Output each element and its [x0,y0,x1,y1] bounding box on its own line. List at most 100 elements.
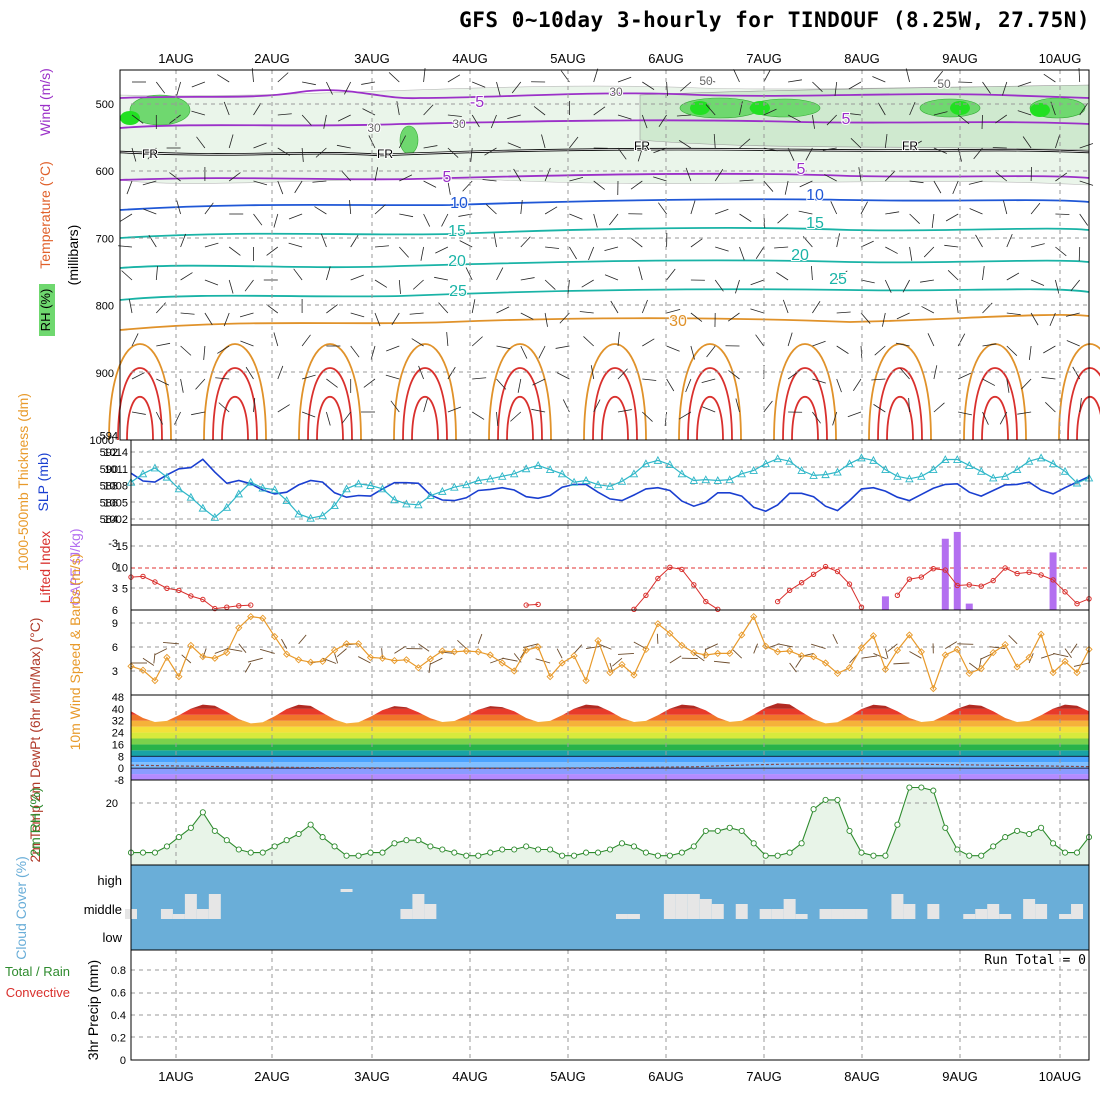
wind10m-barb [704,643,718,651]
wind-barb [927,333,935,347]
wind10m-marker [785,647,794,655]
wind-barb [881,312,886,327]
warm-dome-contour [212,367,258,441]
wind-barb [128,299,133,314]
thickness-tick-label: 586 [100,497,118,509]
wind10m-marker [570,652,578,660]
wind10m-barb [142,657,155,666]
wind-barb [666,308,681,314]
lifted-marker [535,601,541,608]
wind10m-barb [909,651,922,659]
wind-barb [1030,312,1039,326]
wind-barb [1055,172,1068,182]
wind-barb [735,279,740,294]
wind10m-marker [318,657,327,666]
cloud-middle-bar [424,904,437,919]
wind10m-marker [869,632,878,640]
wind-barb [860,279,875,284]
wind10m-barb [884,648,889,659]
cape-bar [965,603,973,610]
temp-band [131,714,1089,721]
warm-dome-contour [298,343,362,441]
slp-tick-label: 1005 [104,497,128,509]
wind10m-barb [394,645,406,654]
wind-barb [398,279,401,294]
cloud-middle-bar [699,899,712,919]
wind-barb [204,279,219,286]
bottom-axis-days: 1AUG 2AUG 3AUG 4AUG 5AUG 6AUG 7AUG 8AUG 9AUG 10AU… [158,1069,1081,1084]
rh-peak-patch [120,111,140,125]
cloud-middle-bar [783,899,796,919]
wind-barb [860,201,868,215]
rh2m-marker [487,849,494,856]
thickness-marker [414,500,423,509]
wind-barb [958,372,972,380]
wind-barb [604,246,619,252]
wind-barb [1022,136,1032,149]
wind-barb [774,246,789,249]
contour-label: 15 [448,223,466,240]
wind-barb [544,312,548,327]
wind10m-barb [490,657,505,664]
day-label-top: 3AUG [354,51,389,66]
wind10m-marker [510,667,518,675]
wind-barb [847,112,862,116]
wind-barb [955,299,959,314]
rh2m-marker [403,837,410,844]
rh2m-marker [786,849,793,856]
thickness-marker [653,455,663,464]
contour-label: 20 [791,247,809,264]
wind-barb [787,332,793,347]
wind10m-barb [429,657,443,665]
day-label-top: 5AUG [550,51,585,66]
wind-barb [847,411,862,418]
thickness-marker [593,480,603,489]
wind-barb [471,411,485,420]
wind-barb [411,338,424,347]
lifted-marker [1038,572,1044,578]
wind-barb [462,180,473,192]
wind-barb [496,345,511,350]
wind-barb [678,411,692,420]
wind-barb [228,172,241,182]
temp-band [131,738,1089,745]
wind-barb [336,144,351,149]
lifted-marker [643,592,649,598]
wind-barb [204,312,213,326]
wind10m-barb [1070,643,1078,654]
precip-legend-convective: Convective [6,985,70,1000]
wind10m-marker [1061,657,1069,666]
wind10m-marker [354,640,363,648]
rh2m-marker [391,840,398,847]
wind-barb [1006,378,1010,393]
top-axis-days: 1AUG 2AUG 3AUG 4AUG 5AUG 6AUG 7AUG 8AUG 9AUG 10AU… [158,51,1081,66]
warm-dome-contour [506,395,534,441]
wind-barb [642,338,655,347]
wind-barb [228,279,234,294]
lifted-marker [164,585,170,591]
wind-barb [447,180,451,195]
wind-barb [690,312,703,322]
wind10m-marker [750,612,758,621]
wind10m-marker [546,672,554,681]
slp-tick-label: 1011 [104,464,128,476]
wind10m-marker [330,646,339,654]
thickness-marker [845,459,854,468]
wind-barb [958,411,972,416]
wind10m-marker [271,632,279,641]
thickness-marker [785,456,794,465]
wind-barb [957,333,966,347]
rh2m-marker [654,852,661,859]
wind-barb [755,334,765,347]
wind10m-barb [154,648,168,656]
wind-barb [830,201,838,215]
wind-barb [871,378,886,381]
warm-dome-contour [886,395,914,441]
wind-barb [350,274,364,281]
wind10m-marker [1037,630,1045,638]
wind-barb [176,200,181,215]
temp-band [131,768,1089,775]
wind-barb [423,145,438,149]
